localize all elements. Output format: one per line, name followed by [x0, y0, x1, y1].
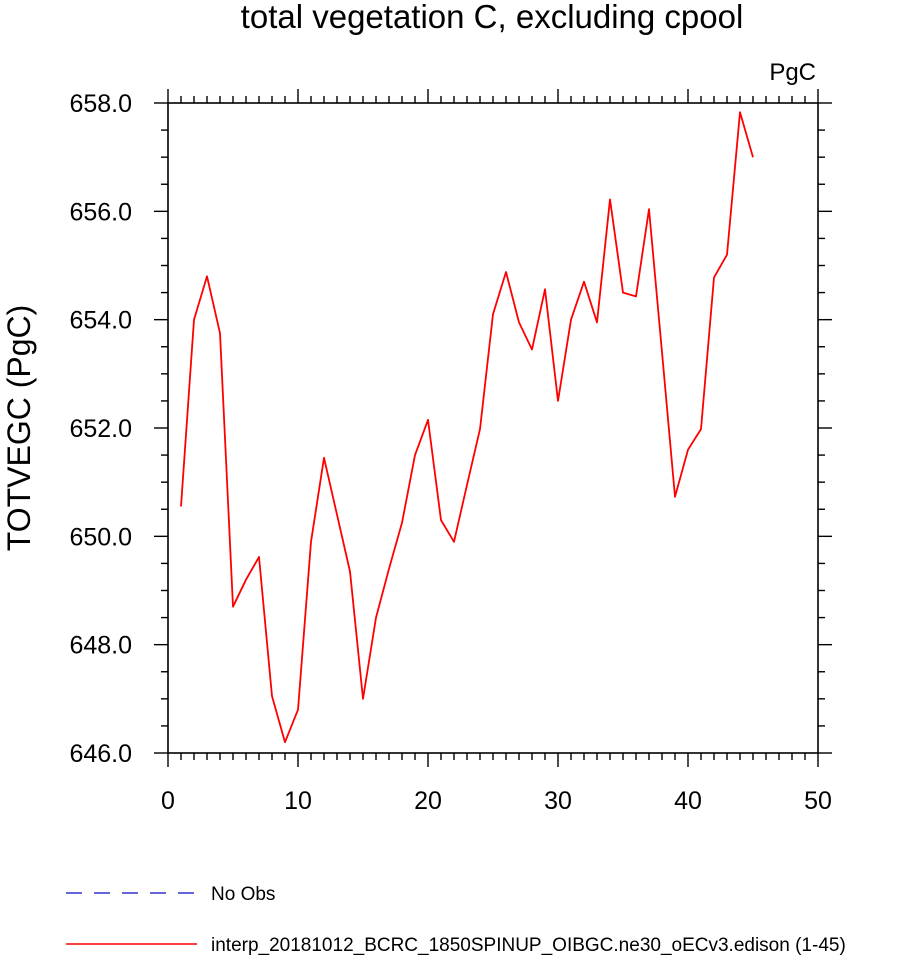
legend: No Obs interp_20181012_BCRC_1850SPINUP_OI…	[66, 884, 846, 956]
x-tick-label: 50	[804, 787, 832, 815]
legend-entry: interp_20181012_BCRC_1850SPINUP_OIBGC.ne…	[211, 935, 846, 956]
x-tick-label: 10	[284, 787, 312, 815]
x-tick-label: 40	[674, 787, 702, 815]
units-label: PgC	[769, 59, 816, 86]
x-tick-label: 0	[161, 787, 175, 815]
y-tick-label: 650.0	[69, 523, 132, 551]
x-tick-label: 30	[544, 787, 572, 815]
y-tick-label: 654.0	[69, 307, 132, 335]
plot-area	[167, 102, 819, 754]
legend-entry: No Obs	[211, 884, 275, 905]
plot-frame	[167, 102, 819, 754]
chart-title: total vegetation C, excluding cpool	[241, 0, 744, 35]
y-tick-label: 658.0	[69, 90, 132, 118]
x-tick-label: 20	[414, 787, 442, 815]
y-axis-label: TOTVEGC (PgC)	[1, 305, 37, 552]
y-tick-label: 648.0	[69, 632, 132, 660]
y-tick-label: 656.0	[69, 198, 132, 226]
axis-ticks: 0 10 20 30 40 50 646.0 648.0 650.0 652.0 654.0 656.…	[69, 89, 832, 815]
y-tick-label: 652.0	[69, 415, 132, 443]
y-tick-label: 646.0	[69, 740, 132, 768]
series-line-1	[180, 111, 754, 744]
